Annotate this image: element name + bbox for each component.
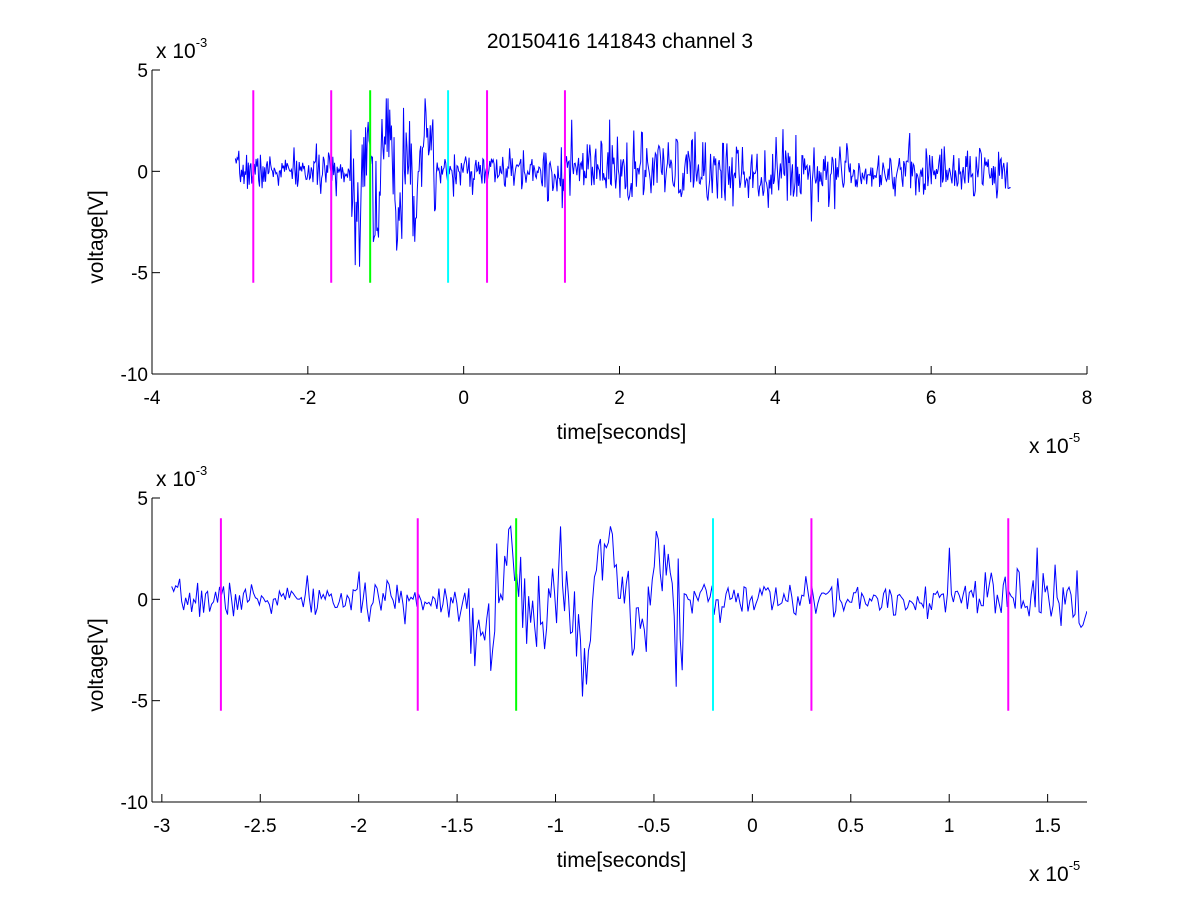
bottom-plot-x-tick-label: -2: [350, 816, 367, 837]
top-plot-x-tick-label: 8: [1082, 388, 1093, 409]
top-plot-x-tick-label: 4: [770, 388, 781, 409]
top-plot-y-axis-label: voltage[V]: [85, 190, 108, 283]
top-plot-x-tick-label: -4: [144, 388, 161, 409]
bottom-plot-x-tick-label: -1.5: [441, 816, 474, 837]
bottom-plot-x-tick-label: 0.5: [838, 816, 864, 837]
bottom-plot: -3 -2.5 -2 -1.5 -1 -0.5 0 0.5 1 1.5 -10 -5 0 5 time[se…: [85, 463, 1087, 886]
bottom-plot-y-tick-label: 0: [137, 590, 148, 611]
top-plot-y-exponent: x 10-3: [156, 35, 207, 63]
bottom-plot-x-tick-label: 1: [944, 816, 955, 837]
bottom-plot-x-tick-label: 0: [747, 816, 758, 837]
bottom-plot-x-tick-label: -2.5: [244, 816, 277, 837]
bottom-plot-x-tick-label: -1: [547, 816, 564, 837]
top-plot-x-tick-label: 6: [926, 388, 937, 409]
bottom-plot-y-tick-label: -10: [121, 793, 148, 814]
top-plot: -4 -2 0 2 4 6 8 -10 -5 0 5 time[seconds] voltage[V] x…: [85, 35, 1092, 458]
top-plot-y-tick-label: -10: [121, 365, 148, 386]
bottom-plot-x-tick-label: -0.5: [638, 816, 671, 837]
top-plot-x-tick-label: 0: [458, 388, 469, 409]
top-plot-x-tick-label: 2: [614, 388, 625, 409]
top-plot-x-exponent: x 10-5: [1029, 430, 1080, 458]
bottom-plot-x-axis-label: time[seconds]: [557, 849, 687, 872]
bottom-plot-y-axis-label: voltage[V]: [85, 618, 108, 711]
top-plot-y-tick-label: -5: [131, 264, 148, 285]
top-plot-x-tick-label: -2: [299, 388, 316, 409]
bottom-plot-y-tick-label: 5: [137, 489, 148, 510]
bottom-plot-x-exponent: x 10-5: [1029, 858, 1080, 886]
figure-title: 20150416 141843 channel 3: [487, 30, 753, 53]
bottom-plot-signal-line: [171, 524, 1087, 697]
bottom-plot-x-tick-label: -3: [153, 816, 170, 837]
bottom-plot-y-exponent: x 10-3: [156, 463, 207, 491]
bottom-plot-y-tick-label: -5: [131, 692, 148, 713]
bottom-plot-x-tick-label: 1.5: [1034, 816, 1060, 837]
top-plot-y-tick-label: 5: [137, 61, 148, 82]
top-plot-signal-line: [234, 98, 1011, 267]
top-plot-x-axis-label: time[seconds]: [557, 421, 687, 444]
top-plot-y-tick-label: 0: [137, 162, 148, 183]
plots-container: -4 -2 0 2 4 6 8-10-505time[seconds]voltage[V]x…: [85, 35, 1092, 886]
